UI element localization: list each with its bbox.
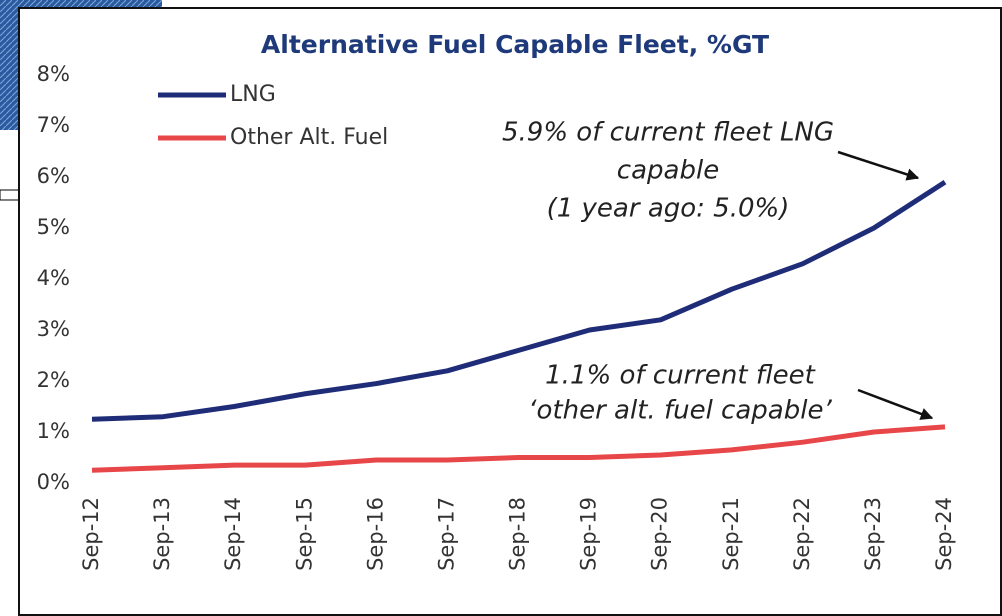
y-tick-label: 0% bbox=[37, 470, 70, 494]
y-tick-label: 2% bbox=[37, 368, 70, 392]
series-line bbox=[91, 179, 947, 422]
x-tick-label: Sep-19 bbox=[577, 497, 601, 571]
x-tick-label: Sep-18 bbox=[506, 497, 530, 571]
y-tick-label: 4% bbox=[37, 266, 70, 290]
annotation: ‘other alt. fuel capable’ bbox=[528, 396, 832, 426]
x-tick-label: Sep-12 bbox=[79, 497, 103, 571]
annotation: (1 year ago: 5.0%) bbox=[547, 194, 790, 224]
y-tick-label: 8% bbox=[37, 62, 70, 86]
annotation: 5.9% of current fleet LNG bbox=[502, 118, 834, 148]
legend-label: LNG bbox=[230, 82, 276, 107]
legend-label: Other Alt. Fuel bbox=[230, 125, 388, 150]
series-line bbox=[91, 424, 946, 473]
chart-panel bbox=[18, 7, 1002, 616]
x-tick-label: Sep-20 bbox=[648, 497, 672, 571]
x-tick-label: Sep-14 bbox=[221, 497, 245, 571]
background-slide bbox=[0, 189, 21, 201]
annotation-arrow bbox=[857, 388, 934, 420]
annotation-arrow bbox=[837, 150, 920, 181]
x-tick-label: Sep-16 bbox=[363, 497, 387, 571]
x-tick-label: Sep-17 bbox=[434, 497, 458, 571]
x-tick-label: Sep-24 bbox=[932, 497, 956, 571]
x-tick-label: Sep-15 bbox=[292, 497, 316, 571]
y-tick-label: 6% bbox=[37, 164, 70, 188]
y-tick-label: 5% bbox=[37, 215, 70, 239]
x-tick-label: Sep-21 bbox=[719, 497, 743, 571]
x-tick-label: Sep-22 bbox=[790, 497, 814, 571]
annotation: 1.1% of current fleet bbox=[545, 361, 816, 391]
x-tick-label: Sep-13 bbox=[150, 497, 174, 571]
chart-title: Alternative Fuel Capable Fleet, %GT bbox=[261, 30, 769, 59]
y-tick-label: 1% bbox=[37, 419, 70, 443]
y-tick-label: 3% bbox=[37, 317, 70, 341]
x-tick-label: Sep-23 bbox=[861, 497, 885, 571]
y-tick-label: 7% bbox=[37, 113, 70, 137]
annotation: capable bbox=[617, 156, 719, 186]
